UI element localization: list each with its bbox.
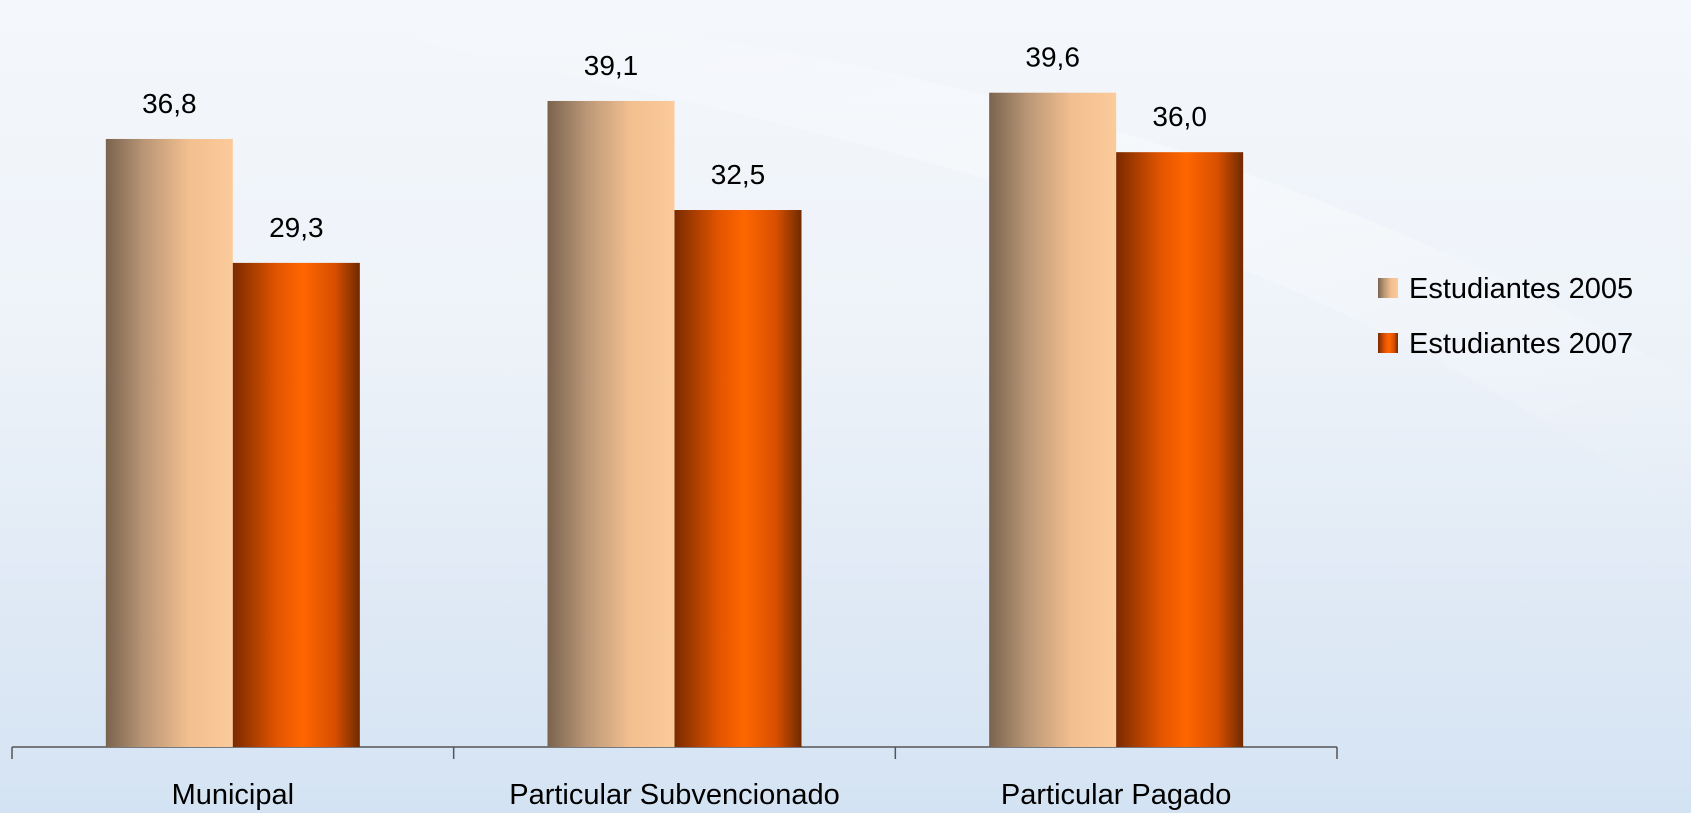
bar-2007-municipal: [232, 262, 360, 747]
x-tick-label: Particular Pagado: [1001, 779, 1232, 811]
bar-2007-particular-pagado: [1116, 152, 1244, 747]
legend-swatch: [1378, 333, 1398, 353]
bar-2005-particular-pagado: [989, 92, 1117, 747]
data-label: 29,3: [269, 212, 324, 243]
data-label: 32,5: [711, 159, 766, 190]
x-tick-label: Particular Subvencionado: [509, 779, 839, 811]
legend-label: Estudiantes 2005: [1409, 273, 1633, 305]
bar-2005-particular-subvencionado: [547, 100, 675, 747]
legend-swatch: [1378, 278, 1398, 298]
data-label: 36,8: [142, 88, 197, 119]
x-tick-label: Municipal: [172, 779, 295, 811]
bar-2005-municipal: [105, 138, 233, 748]
data-label: 36,0: [1152, 101, 1207, 132]
bar-2007-particular-subvencionado: [674, 210, 802, 748]
data-label: 39,1: [584, 50, 639, 81]
data-label: 39,6: [1025, 42, 1080, 73]
legend-label: Estudiantes 2007: [1409, 328, 1633, 360]
